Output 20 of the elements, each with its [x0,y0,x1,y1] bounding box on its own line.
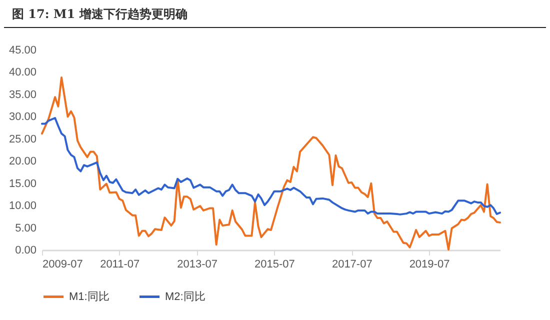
x-tick-label: 2013-07 [177,258,218,270]
y-tick-label: 35.00 [8,88,36,101]
y-tick-label: 25.00 [8,133,36,146]
y-tick-label: 10.00 [8,200,36,212]
y-tick-label: 0.00 [15,244,36,256]
y-tick-label: 30.00 [8,111,36,124]
x-tick-label: 2017-07 [332,258,372,270]
line-series [41,117,501,216]
x-tick-label: 2011-07 [100,258,140,270]
y-tick-label: 15.00 [8,178,36,190]
y-tick-label: 40.00 [8,66,36,79]
legend-label: M1:同比 [69,290,110,303]
y-tick-label: 5.00 [15,222,36,234]
x-tick-label: 2009-07 [42,258,83,270]
x-tick-label: 2019-07 [409,258,450,270]
x-tick-label: 2015-07 [254,258,295,270]
y-tick-label: 20.00 [8,156,36,168]
legend-label: M2:同比 [165,290,206,303]
y-tick-label: 45.00 [8,44,36,56]
chart-title: 图 17: M1 增速下行趋势更明确 [4,4,546,28]
